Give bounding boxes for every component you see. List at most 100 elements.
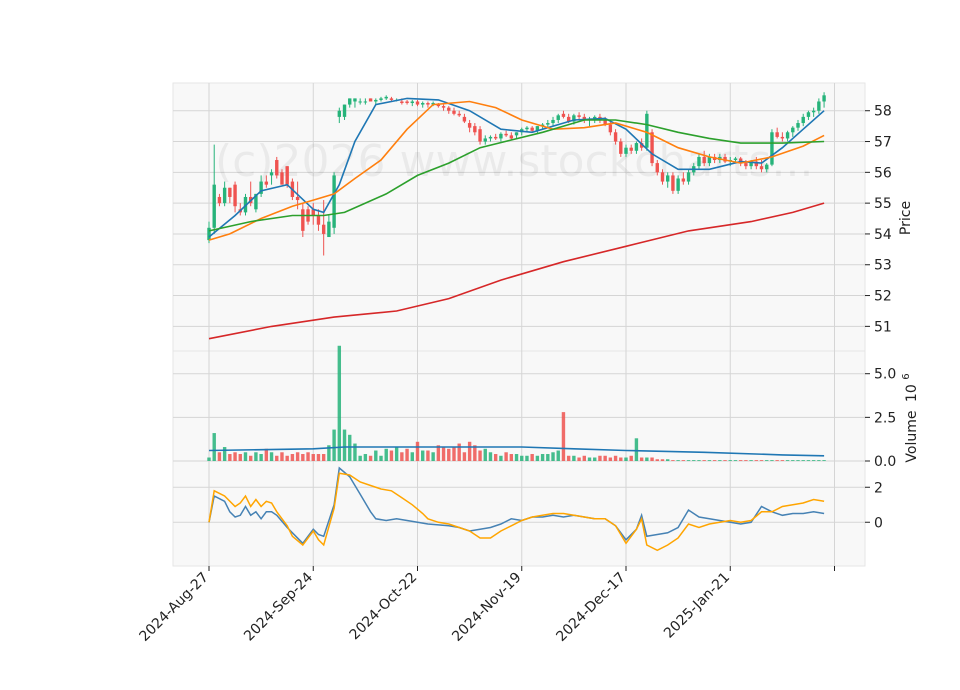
volume-bar: [639, 457, 644, 461]
volume-bar: [212, 433, 216, 461]
candle-body: [368, 98, 373, 102]
price-panel: [172, 82, 866, 352]
volume-bar: [316, 454, 321, 461]
volume-bar: [467, 441, 472, 461]
volume-bar: [681, 460, 686, 461]
volume-bar: [520, 455, 524, 461]
candle-body: [754, 161, 759, 167]
volume-bar: [754, 460, 759, 461]
candle-body: [384, 96, 388, 99]
volume-bar: [707, 460, 712, 461]
candle-body: [269, 172, 274, 176]
volume-bar: [306, 452, 310, 461]
volume-bar: [509, 454, 514, 461]
y-tick-label: 58: [874, 104, 892, 120]
volume-bar: [228, 454, 232, 461]
volume-bar: [457, 443, 461, 461]
oscillator-lines: [208, 466, 825, 552]
candle-body: [650, 132, 654, 164]
candle-body: [374, 99, 378, 102]
candle-body: [222, 187, 227, 204]
y-tick-label: 5.0: [874, 367, 896, 383]
volume-bar: [415, 441, 420, 461]
oscillator-panel: [172, 460, 866, 567]
candle-body: [634, 143, 639, 151]
candle-body: [629, 147, 633, 151]
candle-body: [483, 138, 487, 142]
volume-bar: [811, 460, 816, 461]
volume-bar: [285, 455, 289, 461]
candle-body: [436, 104, 441, 107]
volume-bar: [765, 460, 769, 461]
candle-body: [493, 136, 498, 139]
volume-bar: [540, 454, 545, 461]
candle-body: [311, 209, 315, 216]
candle-body: [546, 123, 550, 125]
x-tick-label: 2025-Jan-21: [661, 570, 733, 642]
candle-body: [462, 116, 467, 122]
volume-bar: [441, 447, 446, 461]
candle-body: [613, 132, 618, 142]
volume-bar: [493, 454, 498, 461]
candle-body: [702, 156, 706, 164]
candle-body: [817, 101, 821, 111]
candle-body: [504, 133, 508, 136]
volume-bar: [514, 454, 519, 461]
moving-average-line-ma_long: [208, 202, 825, 340]
candle-body: [593, 116, 597, 119]
volume-bar: [697, 460, 701, 461]
y-tick-label: 53: [874, 258, 892, 274]
candle-body: [759, 166, 764, 170]
candle-body: [457, 113, 461, 116]
candle-body: [264, 181, 269, 185]
volume-bar: [530, 454, 534, 461]
candle-body: [738, 158, 743, 164]
volume-bar: [384, 448, 388, 461]
candle-body: [796, 123, 800, 128]
volume-bar: [504, 452, 508, 461]
volume-bar: [749, 460, 753, 461]
price-axis-label: Price: [898, 201, 914, 235]
volume-bar: [603, 455, 607, 461]
candle-body: [733, 158, 738, 161]
volume-bar: [582, 455, 586, 461]
volume-bar: [629, 455, 633, 461]
candle-body: [467, 123, 472, 128]
volume-bar: [702, 460, 706, 461]
candle-body: [801, 116, 805, 124]
candle-body: [603, 119, 607, 125]
candle-body: [316, 215, 321, 225]
volume-bar: [436, 445, 441, 461]
candle-body: [681, 178, 686, 182]
volume-bar: [712, 460, 717, 461]
volume-bar: [759, 460, 764, 461]
candle-body: [577, 115, 581, 117]
volume-panel: [172, 350, 866, 462]
moving-average-line-ma_mid: [208, 100, 825, 241]
volume-bar: [822, 460, 826, 461]
candle-body: [785, 132, 790, 139]
candle-body: [791, 127, 795, 133]
volume-bar: [295, 452, 300, 461]
candle-body: [280, 172, 284, 185]
candle-body: [676, 178, 680, 191]
volume-bar: [222, 447, 227, 461]
volume-bar: [775, 460, 779, 461]
volume-bar: [525, 455, 529, 461]
volume-bar: [593, 457, 597, 461]
volume-bar: [655, 459, 659, 461]
candle-body: [770, 132, 774, 165]
candle-body: [285, 166, 289, 185]
candle-body: [421, 103, 425, 105]
volume-average-line: [208, 446, 825, 457]
candle-body: [452, 110, 456, 114]
volume-bar: [269, 452, 274, 461]
volume-bar: [259, 454, 263, 461]
volume-bar: [483, 448, 487, 461]
volume-bar: [249, 455, 253, 461]
candle-body: [645, 113, 649, 148]
volume-bar: [478, 450, 482, 461]
volume-bar: [254, 452, 258, 461]
volume-bar: [311, 454, 315, 461]
volume-bar: [556, 450, 560, 461]
